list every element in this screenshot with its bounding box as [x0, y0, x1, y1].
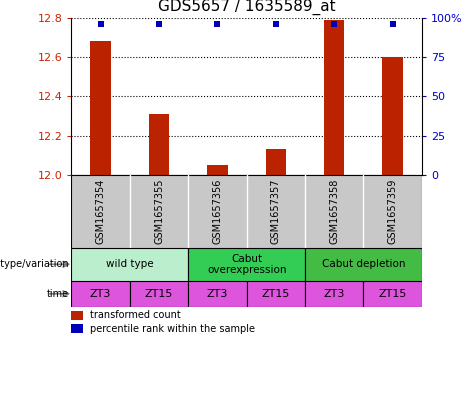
Text: time: time — [47, 289, 69, 299]
Text: GSM1657356: GSM1657356 — [213, 178, 223, 244]
Bar — [130, 281, 188, 307]
Bar — [71, 175, 130, 248]
Bar — [363, 281, 422, 307]
Text: percentile rank within the sample: percentile rank within the sample — [90, 324, 255, 334]
Text: ZT15: ZT15 — [378, 289, 407, 299]
Bar — [305, 175, 363, 248]
Title: GDS5657 / 1635589_at: GDS5657 / 1635589_at — [158, 0, 336, 15]
Text: wild type: wild type — [106, 259, 154, 269]
Bar — [130, 175, 188, 248]
Bar — [188, 248, 305, 281]
Text: GSM1657359: GSM1657359 — [388, 178, 398, 244]
Bar — [305, 248, 422, 281]
Bar — [71, 325, 83, 333]
Text: ZT3: ZT3 — [90, 289, 112, 299]
Text: GSM1657358: GSM1657358 — [329, 178, 339, 244]
Bar — [207, 165, 228, 175]
Bar — [266, 149, 286, 175]
Text: genotype/variation: genotype/variation — [0, 259, 69, 269]
Text: ZT15: ZT15 — [145, 289, 173, 299]
Bar — [247, 281, 305, 307]
Text: GSM1657357: GSM1657357 — [271, 178, 281, 244]
Bar — [71, 281, 130, 307]
Text: transformed count: transformed count — [90, 310, 181, 320]
Bar — [305, 281, 363, 307]
Bar — [188, 281, 247, 307]
Bar — [90, 41, 111, 175]
Bar — [71, 311, 83, 320]
Bar — [71, 248, 188, 281]
Bar — [363, 175, 422, 248]
Text: Cabut depletion: Cabut depletion — [322, 259, 405, 269]
Text: ZT15: ZT15 — [262, 289, 290, 299]
Text: ZT3: ZT3 — [324, 289, 345, 299]
Text: ZT3: ZT3 — [207, 289, 228, 299]
Bar — [382, 57, 403, 175]
Text: Cabut
overexpression: Cabut overexpression — [207, 254, 286, 275]
Bar — [247, 175, 305, 248]
Text: GSM1657354: GSM1657354 — [95, 178, 106, 244]
Bar — [188, 175, 247, 248]
Bar — [324, 20, 344, 175]
Bar — [149, 114, 169, 175]
Text: GSM1657355: GSM1657355 — [154, 178, 164, 244]
